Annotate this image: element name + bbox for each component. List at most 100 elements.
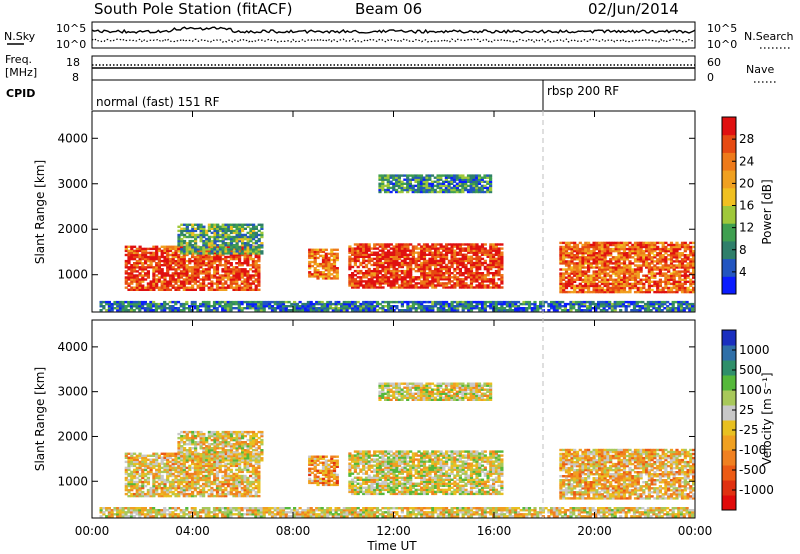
echo-cell — [135, 274, 139, 277]
echo-cell — [182, 462, 186, 466]
echo-cell — [182, 266, 186, 269]
echo-cell — [348, 249, 352, 252]
echo-cell — [400, 245, 404, 248]
echo-cell — [298, 305, 302, 308]
echo-cell — [202, 270, 206, 273]
echo-cell — [400, 263, 404, 267]
echo-cell — [155, 278, 159, 281]
echo-cell — [625, 276, 629, 279]
echo-cell — [141, 490, 145, 494]
echo-cell — [408, 184, 412, 188]
echo-cell — [598, 288, 602, 292]
echo-cell — [417, 184, 421, 188]
echo-cell — [384, 257, 388, 261]
echo-cell — [420, 255, 424, 258]
echo-cell — [124, 270, 128, 273]
echo-cell — [384, 265, 388, 269]
echo-cell — [144, 247, 148, 251]
echo-cell — [458, 245, 462, 248]
echo-cell — [199, 272, 203, 275]
echo-cell — [205, 252, 209, 255]
echo-cell — [628, 286, 632, 290]
echo-cell — [166, 274, 170, 277]
echo-cell — [171, 262, 175, 265]
echo-cell — [691, 309, 695, 312]
echo-cell — [221, 288, 225, 291]
echo-cell — [356, 245, 360, 248]
echo-cell — [467, 249, 471, 252]
echo-cell — [636, 276, 640, 279]
echo-cell — [500, 278, 504, 281]
echo-cell — [315, 307, 319, 310]
echo-cell — [171, 278, 175, 281]
echo-cell — [606, 284, 610, 288]
echo-cell — [683, 247, 687, 251]
echo-cell — [226, 272, 231, 275]
echo-cell — [138, 452, 142, 455]
echo-cell — [614, 247, 618, 251]
echo-cell — [653, 249, 657, 253]
echo-cell — [411, 284, 415, 287]
echo-cell — [667, 288, 671, 292]
echo-cell — [467, 272, 471, 275]
echo-cell — [586, 307, 590, 310]
echo-cell — [587, 264, 591, 267]
echo-cell — [494, 249, 498, 252]
echo-cell — [235, 252, 239, 255]
echo-cell — [308, 254, 312, 258]
echo-cell — [447, 307, 451, 310]
echo-cell — [155, 284, 159, 287]
echo-cell — [628, 272, 632, 275]
echo-cell — [163, 255, 167, 259]
echo-cell — [567, 260, 571, 263]
echo-cell — [664, 256, 668, 259]
echo-cell — [587, 290, 591, 294]
echo-cell — [199, 223, 203, 226]
echo-cell — [461, 174, 465, 177]
echo-cell — [210, 255, 214, 259]
echo-cell — [406, 263, 410, 267]
echo-cell — [130, 253, 134, 257]
echo-cell — [403, 188, 407, 192]
echo-cell — [566, 302, 570, 306]
echo-cell — [428, 249, 432, 252]
echo-cell — [321, 267, 326, 270]
echo-cell — [420, 265, 424, 269]
echo-cell — [182, 253, 186, 257]
echo-cell — [163, 462, 167, 466]
echo-cell — [678, 256, 682, 259]
echo-cell — [141, 247, 145, 251]
echo-cell — [456, 307, 460, 310]
echo-cell — [525, 309, 529, 312]
echo-cell — [439, 269, 443, 273]
echo-cell — [428, 284, 432, 287]
echo-cell — [631, 243, 635, 247]
echo-cell — [689, 247, 693, 251]
echo-cell — [483, 274, 487, 277]
echo-cell — [680, 274, 685, 277]
echo-cell — [645, 288, 649, 292]
echo-cell — [400, 253, 404, 256]
echo-cell — [603, 262, 607, 265]
echo-cell — [500, 247, 504, 250]
echo-cell — [359, 255, 363, 258]
echo-cell — [631, 268, 635, 271]
echo-cell — [144, 259, 148, 263]
echo-cell — [617, 268, 621, 271]
echo-cell — [620, 258, 624, 261]
echo-cell — [550, 307, 554, 310]
echo-cell — [135, 468, 139, 472]
echo-cell — [655, 302, 659, 306]
echo-cell — [647, 286, 651, 290]
echo-cell — [381, 265, 385, 269]
echo-cell — [177, 478, 181, 482]
echo-cell — [669, 256, 674, 259]
echo-cell — [321, 254, 326, 258]
echo-cell — [152, 253, 156, 257]
echo-cell — [483, 300, 487, 304]
echo-cell — [417, 243, 421, 246]
echo-cell — [387, 309, 391, 312]
echo-cell — [400, 180, 404, 183]
echo-cell — [221, 237, 225, 241]
echo-cell — [570, 276, 574, 279]
